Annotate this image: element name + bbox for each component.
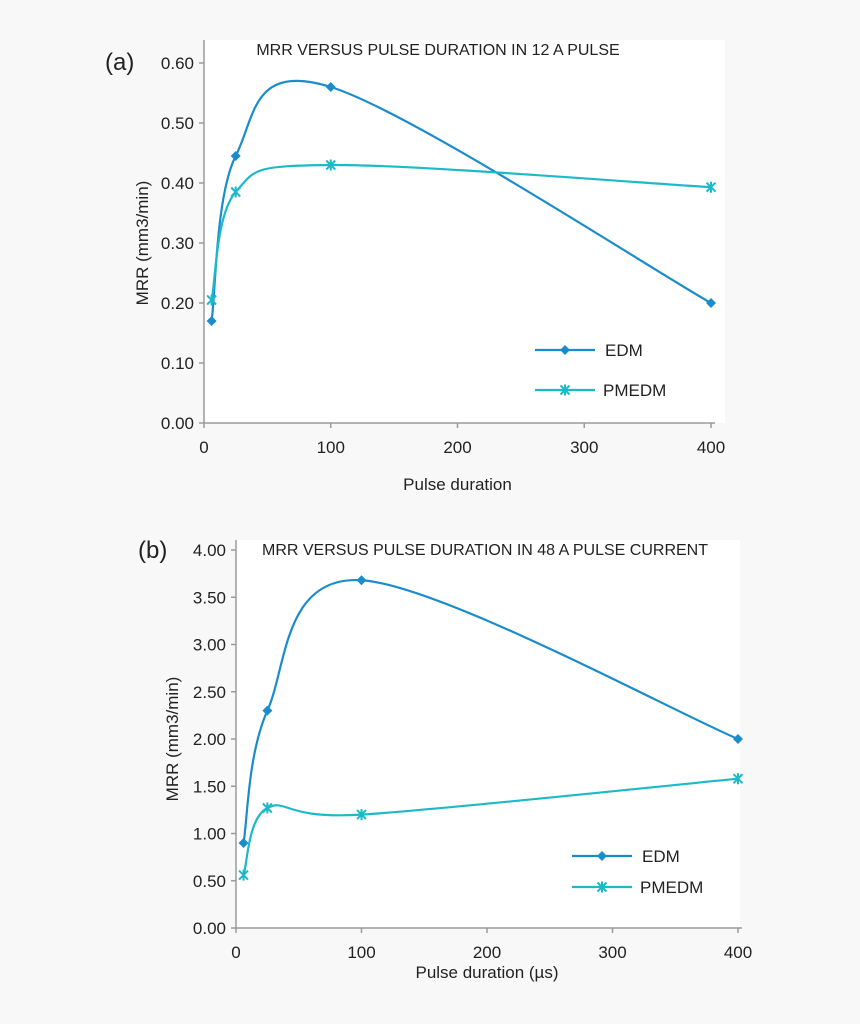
- legend-label: EDM: [605, 341, 643, 360]
- legend-entry-edm: EDM: [535, 341, 643, 360]
- legend-label: PMEDM: [603, 381, 666, 400]
- x-tick-label: 100: [317, 438, 345, 457]
- y-tick-label: 2.50: [193, 683, 226, 702]
- y-tick-label: 0.20: [161, 294, 194, 313]
- data-point: [705, 181, 717, 193]
- series-line: [242, 777, 739, 876]
- series-edm: [206, 79, 716, 326]
- legend-entry-pmedm: PMEDM: [535, 381, 666, 400]
- x-tick-label: 100: [347, 943, 375, 962]
- data-point: [325, 159, 336, 171]
- y-tick-label: 0.60: [161, 54, 194, 73]
- x-tick-label: 0: [199, 438, 208, 457]
- y-tick-label: 0.00: [193, 919, 226, 938]
- data-point: [238, 837, 249, 848]
- legend-marker: [597, 851, 607, 861]
- chart-a: 0.00 0.10 0.20 0.30 0.40 0.50 0.60 0 100 200 300 40…: [105, 40, 725, 494]
- series-line: [210, 163, 712, 301]
- series-pmedm: [238, 773, 744, 881]
- y-tick-label: 0.30: [161, 234, 194, 253]
- y-tick-label: 4.00: [193, 541, 226, 560]
- y-tick-label: 0.50: [193, 872, 226, 891]
- x-axis-label: Pulse duration: [403, 475, 512, 494]
- legend-marker: [596, 881, 608, 893]
- legend-marker: [560, 345, 570, 355]
- data-point: [262, 705, 273, 716]
- chart-b: 0.00 0.50 1.00 1.50 2.00 2.50 3.00 3.50 4.00 0 100…: [138, 537, 752, 982]
- x-tick-label: 300: [598, 943, 626, 962]
- data-point: [230, 151, 241, 161]
- x-tick-label: 200: [473, 943, 501, 962]
- data-point: [732, 773, 744, 785]
- data-point: [706, 298, 716, 308]
- x-tick-label: 200: [443, 438, 471, 457]
- legend-entry-edm: EDM: [572, 847, 680, 866]
- data-point: [325, 82, 336, 92]
- x-tick-label: 400: [697, 438, 725, 457]
- y-tick-label: 3.00: [193, 636, 226, 655]
- plot-area: [236, 540, 740, 928]
- series-line: [242, 579, 739, 844]
- data-point: [238, 869, 249, 881]
- y-tick-label: 0.40: [161, 174, 194, 193]
- x-axis-label: Pulse duration (µs): [415, 963, 558, 982]
- y-tick-label: 0.00: [161, 414, 194, 433]
- series-edm: [238, 575, 743, 848]
- y-tick-label: 0.10: [161, 354, 194, 373]
- data-point: [733, 734, 743, 744]
- y-tick-label: 1.50: [193, 777, 226, 796]
- y-tick-label: 2.00: [193, 730, 226, 749]
- y-tick-label: 0.50: [161, 114, 194, 133]
- y-axis-label: MRR (mm3/min): [163, 677, 182, 802]
- data-point: [206, 294, 217, 306]
- chart-title: MRR VERSUS PULSE DURATION IN 12 A PULSE: [256, 42, 619, 59]
- chart-title: MRR VERSUS PULSE DURATION IN 48 A PULSE …: [262, 542, 708, 559]
- data-point: [356, 809, 367, 821]
- x-tick-label: 400: [724, 943, 752, 962]
- x-tick-label: 0: [231, 943, 240, 962]
- data-point: [206, 316, 217, 326]
- series-line: [210, 79, 712, 322]
- y-tick-label: 1.00: [193, 825, 226, 844]
- y-tick-label: 3.50: [193, 588, 226, 607]
- legend-marker: [559, 384, 571, 396]
- legend-label: EDM: [642, 847, 680, 866]
- data-point: [230, 186, 241, 198]
- y-axis-label: MRR (mm3/min): [133, 181, 152, 306]
- x-tick-label: 300: [570, 438, 598, 457]
- data-point: [356, 575, 367, 586]
- legend-label: PMEDM: [640, 878, 703, 897]
- series-pmedm: [206, 159, 717, 306]
- data-point: [262, 802, 273, 814]
- plot-area: [204, 40, 725, 423]
- legend-entry-pmedm: PMEDM: [572, 878, 703, 897]
- panel-label: (a): [105, 49, 134, 76]
- panel-label: (b): [138, 537, 167, 564]
